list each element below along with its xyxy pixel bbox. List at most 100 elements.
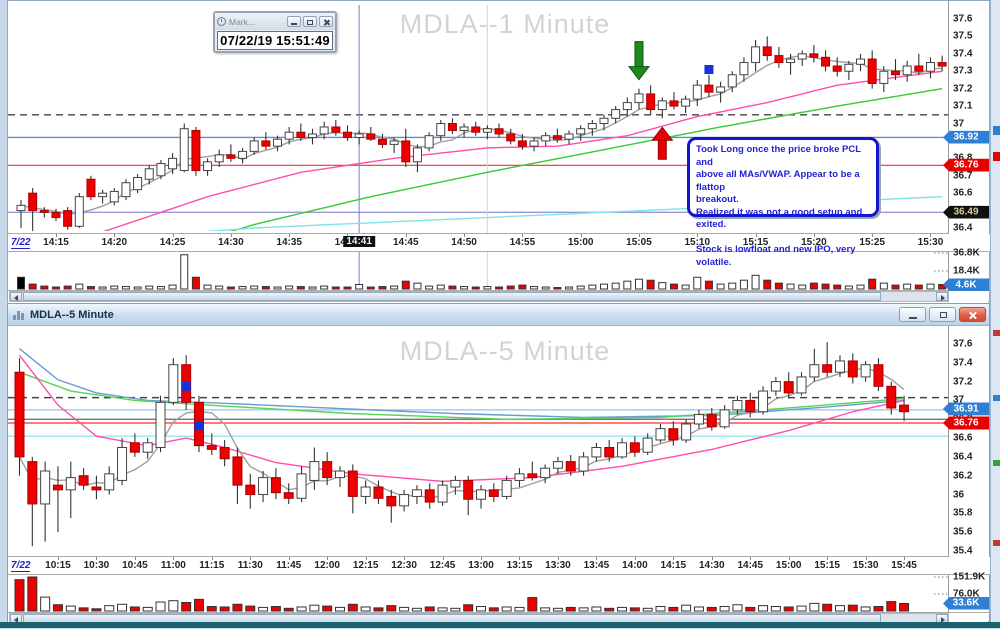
chart-canvas-5min[interactable] [8,326,990,623]
time-axis-tick [519,557,521,560]
volume-bar [335,606,345,612]
trade-note-box[interactable]: Took Long once the price broke PCL and a… [687,137,879,268]
volume-bar [40,596,51,612]
time-axis-label: 14:30 [218,237,244,248]
clock-titlebar[interactable]: Mark... [215,13,335,30]
time-axis-tick [365,557,367,560]
close-button[interactable] [959,307,986,322]
candle-body [867,58,877,84]
candle-body [65,477,76,491]
volume-bar [142,606,153,612]
candle-body [51,211,61,219]
candle-body [258,477,269,496]
volume-bar [51,286,60,290]
candle-body [142,442,153,453]
volume-bar [822,603,833,612]
volume-bar [238,286,247,290]
volume-bar [506,285,515,290]
maximize-button[interactable] [929,307,956,322]
candle-body [156,163,166,177]
volume-bar [133,286,142,290]
candle-body [203,161,213,172]
minimize-button[interactable] [899,307,926,322]
time-axis-tick [250,557,252,560]
time-axis-tick [904,557,906,560]
clock-restore-button[interactable] [303,16,317,27]
volume-bar [424,606,435,612]
scroll-right-button[interactable] [936,292,948,301]
panel-divider [8,290,990,291]
candle-body [642,437,653,453]
time-axis-tick [57,557,59,560]
candle-body [732,399,743,411]
volume-bar [250,285,259,290]
price-axis-label: 37.4 [953,48,973,60]
candle-body [540,467,551,479]
volume-bar [296,606,307,612]
blue-square-marker-icon [181,381,191,391]
time-axis-label: 14:55 [509,237,536,248]
volume-bar [553,287,562,290]
candle-body [501,479,512,497]
candle-body [844,63,854,72]
candle-body [133,176,143,191]
clock-close-button[interactable] [319,16,333,27]
price-tag: 36.76 [943,416,989,430]
candle-body [541,135,551,142]
candle-body [347,470,358,497]
volume-bar [669,283,678,290]
h-scrollbar-1min[interactable] [9,291,949,302]
candle-body [517,140,527,147]
price-axis-label: 37.3 [953,65,973,77]
volume-bar [86,286,95,290]
volume-bar [129,606,140,612]
volume-bar [193,598,204,612]
volume-bar [770,606,781,612]
candle-body [822,364,833,373]
clock-widget[interactable]: Mark... 07/22/19 15:51:49 [213,11,337,53]
candle-body [902,65,912,76]
candle-body [552,461,563,469]
candle-body [342,131,352,138]
volume-bar [181,601,192,612]
candle-body [681,423,692,441]
volume-bar [203,284,212,290]
volume-bar [716,283,725,290]
adjacent-window-edge [990,0,1000,622]
volume-bar [232,603,243,612]
bottom-window-titlebar[interactable]: MDLA--5 Minute [8,304,989,326]
volume-bar [565,286,574,290]
volume-bar [623,280,632,290]
time-axis-tick [697,234,699,237]
price-axis-label: 36.7 [953,170,973,182]
candle-body [578,456,589,472]
volume-bar [411,607,422,612]
candle-body [411,489,422,497]
price-axis-label: 37 [953,118,965,129]
volume-bar [588,284,597,290]
green-entry-arrow-icon [627,41,650,81]
candle-body [389,140,399,145]
chart-icon [13,309,26,320]
volume-bar [52,604,63,612]
bottom-chart-window: MDLA--5 Minute MDLA--5 Minute 7/22 10:15 1… [7,303,990,624]
candle-body [168,364,179,403]
time-axis-tick [404,557,406,560]
time-axis-label: 14:50 [451,237,477,248]
candle-body [144,168,154,180]
candle-body [879,70,889,84]
scroll-left-button[interactable] [10,292,22,301]
window-title: MDLA--5 Minute [30,308,114,321]
volume-bar [98,286,107,290]
scroll-thumb[interactable] [23,292,881,301]
candle-body [506,133,516,142]
top-chart-area[interactable]: MDLA--1 Minute 7/22 14:15 14:20 14:25 14:30 1… [8,1,990,303]
price-axis-label: 36.8 [953,152,973,164]
clock-minimize-button[interactable] [287,16,301,27]
volume-bar [476,606,487,612]
volume-bar [629,607,640,612]
price-axis-separator [948,326,949,612]
time-axis-tick [96,557,98,560]
candle-body [129,442,140,453]
bottom-chart-area[interactable]: MDLA--5 Minute 7/22 10:15 10:30 10:45 11:00 1… [8,326,990,624]
